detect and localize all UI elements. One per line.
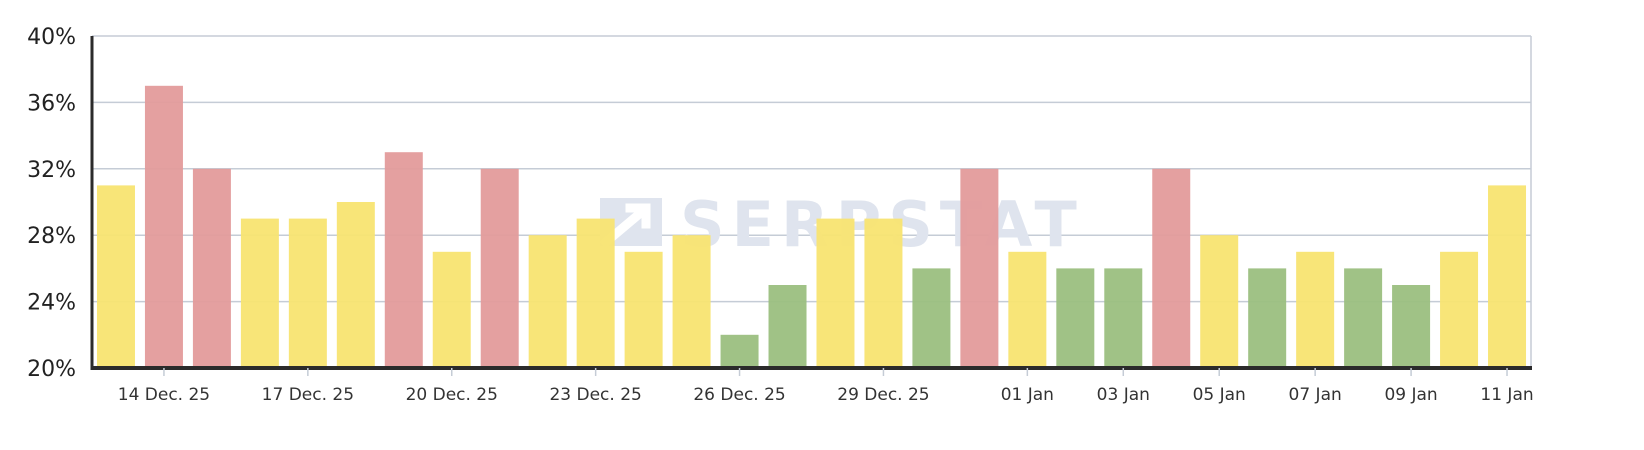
bar — [576, 218, 615, 368]
bar — [960, 168, 999, 368]
bar — [1200, 235, 1239, 368]
x-tick-label: 17 Dec. 25 — [262, 385, 354, 405]
bar — [336, 202, 375, 368]
bar — [528, 235, 567, 368]
y-tick-label: 28% — [27, 224, 76, 249]
x-tick-label: 07 Jan — [1289, 385, 1342, 405]
bar — [1488, 185, 1527, 368]
bar — [672, 235, 711, 368]
bar — [1344, 268, 1383, 368]
y-tick-label: 24% — [27, 291, 76, 316]
bar — [480, 168, 519, 368]
bar — [1392, 285, 1431, 368]
bar — [192, 168, 231, 368]
x-tick-label: 05 Jan — [1193, 385, 1246, 405]
bar — [864, 218, 903, 368]
bar — [96, 185, 135, 368]
x-tick-label: 09 Jan — [1384, 385, 1437, 405]
bar — [384, 152, 423, 368]
bar — [240, 218, 279, 368]
bar — [720, 334, 759, 368]
bar — [1056, 268, 1095, 368]
bar — [1440, 251, 1479, 368]
bar — [144, 85, 183, 369]
y-tick-label: 32% — [27, 158, 76, 183]
bar — [768, 285, 807, 368]
x-axis-tick-labels: 14 Dec. 25 17 Dec. 25 20 Dec. 25 23 Dec. 25… — [118, 368, 1534, 405]
bar — [816, 218, 855, 368]
y-tick-label: 36% — [27, 91, 76, 116]
bar — [1008, 251, 1047, 368]
bar — [1104, 268, 1143, 368]
bar — [1296, 251, 1335, 368]
bar — [1248, 268, 1287, 368]
bar — [912, 268, 951, 368]
x-tick-label: 14 Dec. 25 — [118, 385, 210, 405]
bar — [624, 251, 663, 368]
y-tick-label: 40% — [27, 25, 76, 50]
axes — [90, 36, 1532, 370]
bar — [432, 251, 471, 368]
x-tick-label: 11 Jan — [1480, 385, 1533, 405]
bar — [1152, 168, 1191, 368]
bar — [288, 218, 327, 368]
gridlines — [92, 35, 1532, 368]
y-tick-label: 20% — [27, 357, 76, 382]
x-tick-label: 26 Dec. 25 — [693, 385, 785, 405]
y-axis-tick-labels: 20% 24% 28% 32% 36% 40% — [27, 25, 76, 382]
x-tick-label: 23 Dec. 25 — [549, 385, 641, 405]
x-tick-label: 01 Jan — [1001, 385, 1054, 405]
x-tick-label: 03 Jan — [1097, 385, 1150, 405]
x-tick-label: 20 Dec. 25 — [406, 385, 498, 405]
bars — [96, 85, 1527, 369]
x-tick-label: 29 Dec. 25 — [837, 385, 929, 405]
